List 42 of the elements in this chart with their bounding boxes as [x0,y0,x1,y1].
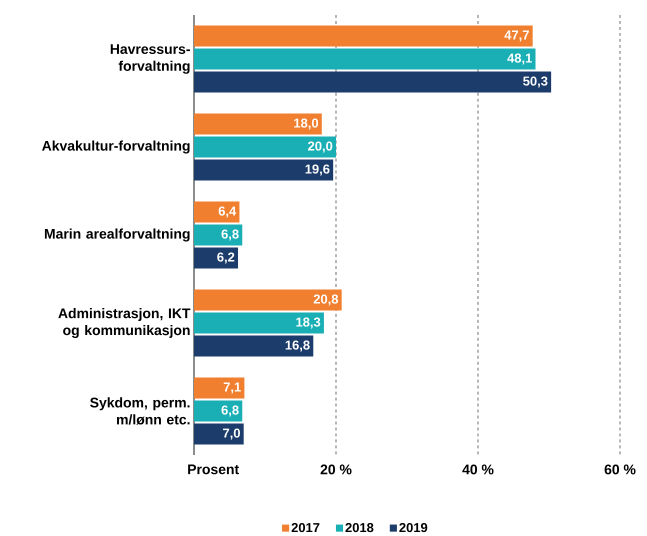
data-label: 47,7 [504,30,529,42]
x-axis-title: Prosent [188,464,239,474]
bar [194,290,342,311]
data-label: 6,8 [222,405,239,417]
bar [194,114,322,135]
bar [194,224,242,246]
legend-label: 2017 [292,522,320,532]
y-tick-label: Administrasjon, IKT og kommunikasjon [58,308,190,338]
bar [194,202,240,223]
data-label: 7,0 [223,428,240,440]
bar [194,48,536,70]
y-tick-label: Sykdom, perm. m/lønn etc. [90,397,190,425]
bar [194,160,334,181]
legend-label: 2018 [345,522,374,532]
data-label: 6,4 [218,206,236,218]
data-label: 18,3 [296,317,320,329]
data-label: 16,8 [286,340,310,352]
data-label: 48,1 [507,53,532,65]
x-tick-label: 20 % [320,464,352,474]
x-tick-label: 40 % [462,464,494,474]
x-tick-label: 60 % [604,464,636,474]
data-label: 19,6 [306,164,330,176]
y-tick-label: Akvakultur-forvaltning [42,140,190,154]
data-label: 20,8 [314,294,338,306]
y-tick-label: Havressurs-forvaltning [110,44,190,74]
bar [194,136,336,158]
bar [194,248,238,269]
data-label: 7,1 [224,382,241,394]
data-label: 6,8 [222,229,239,241]
bar [194,72,552,93]
bar [194,424,244,445]
legend-label: 2019 [399,522,428,532]
bar [194,378,244,399]
data-label: 20,0 [308,141,332,153]
data-label: 18,0 [294,118,318,130]
bar [194,336,314,357]
data-label: 50,3 [523,76,548,88]
bar [194,26,533,47]
y-tick-label: Marin arealforvaltning [44,228,190,242]
bar [194,312,324,334]
data-label: 6,2 [217,252,234,264]
bar [194,400,242,422]
